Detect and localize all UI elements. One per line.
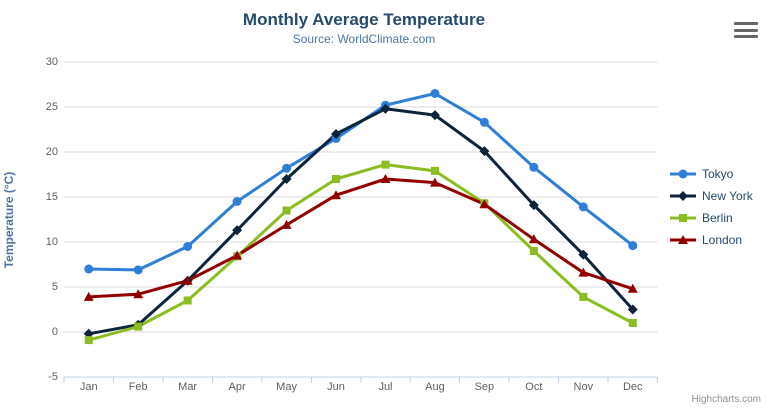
data-point-new-york[interactable] xyxy=(380,103,391,114)
data-point-berlin[interactable] xyxy=(430,166,439,175)
data-point-tokyo[interactable] xyxy=(232,197,242,206)
series-line-london[interactable] xyxy=(87,177,635,299)
legend-marker-triangle-icon xyxy=(670,235,696,244)
data-point-new-york-legend[interactable] xyxy=(678,191,688,201)
legend-marker-circle-icon xyxy=(670,169,696,179)
data-point-berlin[interactable] xyxy=(84,336,93,345)
xtick-label: Aug xyxy=(425,381,445,393)
xtick-label: Oct xyxy=(525,381,543,393)
data-point-tokyo[interactable] xyxy=(84,264,94,274)
legend-item-tokyo[interactable]: Tokyo xyxy=(670,163,753,185)
xtick-label: Sep xyxy=(474,381,495,393)
xtick-label: Jan xyxy=(79,381,98,393)
data-point-berlin[interactable] xyxy=(183,296,192,305)
data-point-london[interactable] xyxy=(232,250,243,260)
data-point-london[interactable] xyxy=(429,177,440,187)
data-point-new-york[interactable] xyxy=(232,225,243,236)
xtick-label: Dec xyxy=(622,381,643,393)
data-point-new-york[interactable] xyxy=(281,174,292,184)
yaxis-title: Temperature (°C) xyxy=(2,171,16,269)
data-point-tokyo[interactable] xyxy=(430,89,440,98)
data-point-berlin[interactable] xyxy=(529,247,538,255)
xtick-label: Apr xyxy=(228,381,246,393)
data-point-london[interactable] xyxy=(331,190,342,200)
ytick-label: 15 xyxy=(45,191,58,203)
xtick-label: May xyxy=(276,381,297,393)
data-point-berlin[interactable] xyxy=(282,206,291,215)
data-point-tokyo[interactable] xyxy=(529,162,539,172)
data-point-london[interactable] xyxy=(479,199,490,209)
series-line-new-york[interactable] xyxy=(87,107,635,336)
data-point-london[interactable] xyxy=(528,234,539,244)
xtick-label: Mar xyxy=(178,381,198,393)
data-point-tokyo[interactable] xyxy=(183,242,193,251)
data-point-berlin[interactable] xyxy=(579,292,588,301)
data-point-london[interactable] xyxy=(578,267,589,277)
legend-item-label: London xyxy=(702,233,743,247)
ytick-label: 10 xyxy=(45,236,58,248)
legend-marker-square-icon xyxy=(670,214,696,222)
data-point-london[interactable] xyxy=(133,289,144,299)
legend-item-label: New York xyxy=(702,189,753,203)
xtick-label: Jun xyxy=(327,381,345,393)
data-point-new-york[interactable] xyxy=(528,200,539,211)
data-point-tokyo[interactable] xyxy=(479,117,489,127)
data-point-tokyo[interactable] xyxy=(133,265,143,275)
legend: Tokyo New York Berlin London xyxy=(670,163,753,251)
ytick-label: 5 xyxy=(51,281,58,293)
ytick-label: 30 xyxy=(45,56,58,68)
data-point-london[interactable] xyxy=(83,291,94,301)
data-point-new-york[interactable] xyxy=(627,304,638,315)
data-point-london[interactable] xyxy=(380,174,391,183)
data-point-berlin[interactable] xyxy=(381,160,390,169)
ytick-label: 0 xyxy=(51,326,58,338)
data-point-tokyo[interactable] xyxy=(578,202,588,212)
data-point-tokyo-legend[interactable] xyxy=(678,169,688,179)
ytick-label: 25 xyxy=(45,101,58,113)
context-menu-button[interactable] xyxy=(733,20,759,40)
data-point-berlin[interactable] xyxy=(628,319,637,327)
xtick-label: Feb xyxy=(128,381,148,393)
legend-item-new-york[interactable]: New York xyxy=(670,185,753,207)
data-point-london-legend[interactable] xyxy=(678,235,688,244)
ytick-label: 20 xyxy=(45,146,58,158)
legend-item-label: Berlin xyxy=(702,211,733,225)
data-point-berlin[interactable] xyxy=(332,175,341,183)
xtick-label: Jul xyxy=(378,381,393,393)
data-point-london[interactable] xyxy=(627,283,638,293)
chart-title: Monthly Average Temperature xyxy=(242,10,486,29)
chart-subtitle: Source: WorldClimate.com xyxy=(292,32,436,46)
legend-item-label: Tokyo xyxy=(702,167,734,181)
data-point-new-york[interactable] xyxy=(331,129,342,139)
data-point-berlin[interactable] xyxy=(134,322,143,331)
data-point-tokyo[interactable] xyxy=(282,163,292,173)
legend-item-london[interactable]: London xyxy=(670,229,753,251)
data-point-new-york[interactable] xyxy=(578,249,589,260)
data-point-new-york[interactable] xyxy=(429,110,440,121)
data-point-london[interactable] xyxy=(281,219,292,229)
ytick-label: -5 xyxy=(48,371,58,383)
legend-item-berlin[interactable]: Berlin xyxy=(670,207,753,229)
data-point-london[interactable] xyxy=(182,275,193,285)
series-line-berlin[interactable] xyxy=(87,163,635,342)
data-point-new-york[interactable] xyxy=(479,146,490,157)
data-point-berlin-legend[interactable] xyxy=(679,214,687,222)
data-point-tokyo[interactable] xyxy=(628,241,638,251)
xtick-label: Nov xyxy=(573,381,594,393)
credits-link[interactable]: Highcharts.com xyxy=(691,394,761,405)
legend-marker-diamond-icon xyxy=(670,191,696,201)
